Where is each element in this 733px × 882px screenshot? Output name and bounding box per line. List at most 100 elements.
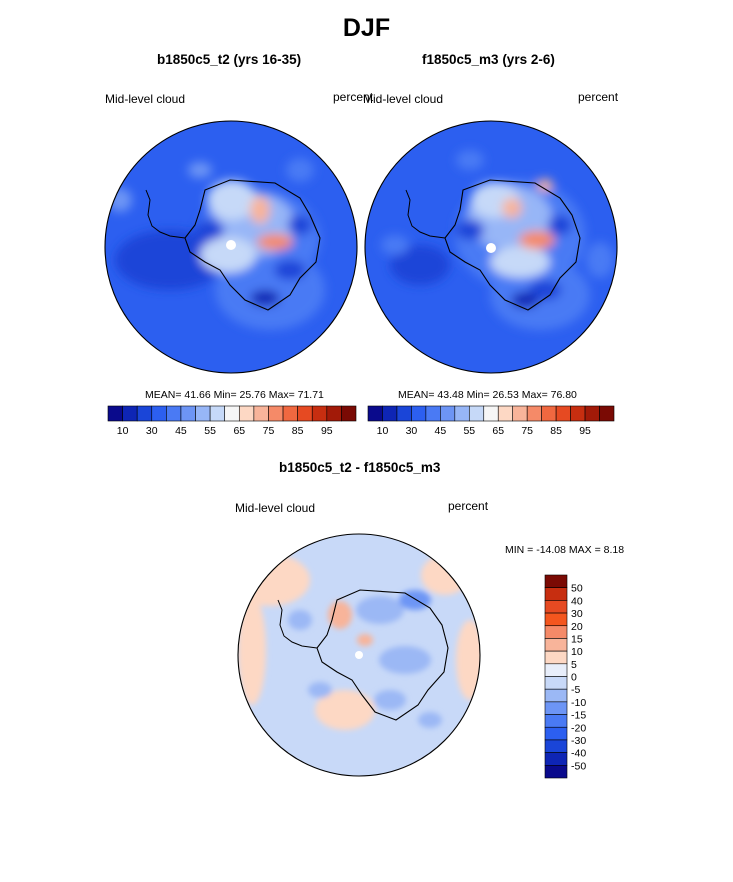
colorbar-tick-label: 20 [571,621,583,633]
colorbar-tick-label: -50 [571,760,586,772]
colorbar-tick-label: -15 [571,710,586,722]
panel-2-stats: MEAN= 43.48 Min= 26.53 Max= 76.80 [398,389,577,401]
colorbar-swatch [526,405,542,422]
colorbar-swatch [107,405,123,422]
colorbar-swatch [382,405,398,422]
colorbar-swatch [544,600,568,614]
panel-1-title: b1850c5_t2 (yrs 16-35) [157,52,302,67]
colorbar-panel-2: 10 30 45 55 65 75 85 95 [367,405,615,437]
colorbar-swatch [440,405,456,422]
map-1-outline [104,120,358,374]
colorbar-tick-label: 75 [521,425,533,437]
colorbar-tick-label: 30 [571,608,583,620]
colorbar-swatch [425,405,441,422]
colorbar-tick-label: 95 [579,425,591,437]
colorbar-tick-label: 50 [571,583,583,595]
colorbar-swatch [195,405,211,422]
colorbar-swatch [544,726,568,741]
map-panel-1 [105,121,357,373]
colorbar-swatch [367,405,383,422]
colorbar-swatch [497,405,514,422]
colorbar-swatch [468,405,485,422]
colorbar-swatch [151,405,167,422]
colorbar-swatch [544,587,568,601]
colorbar-tick-label: 45 [175,425,187,437]
colorbar-swatch [268,405,284,422]
colorbar-swatch [253,405,269,422]
colorbar-tick-label: -10 [571,697,586,709]
colorbar-swatch [311,405,328,422]
colorbar-tick-label: -30 [571,735,586,747]
colorbar-swatch [166,405,182,422]
colorbar-tick-label: 0 [571,672,577,684]
colorbar-swatch [555,405,571,422]
panel-1-variable-label: Mid-level cloud [105,92,186,106]
colorbar-swatch [282,405,298,422]
colorbar-tick-label: 30 [406,425,418,437]
colorbar-swatch [136,405,153,422]
colorbar-tick-label: 75 [263,425,275,437]
map-panel-3 [238,534,480,776]
colorbar-tick-label: 65 [492,425,504,437]
panel-2-variable-label: Mid-level cloud [363,92,444,106]
panel-2-title: f1850c5_m3 (yrs 2-6) [422,52,555,67]
colorbar-swatch [584,405,600,422]
colorbar-tick-label: 65 [233,425,245,437]
colorbar-swatch [411,405,427,422]
colorbar-tick-label: 55 [463,425,475,437]
colorbar-tick-label: 10 [571,646,583,658]
colorbar-tick-label: 30 [146,425,158,437]
colorbar-tick-label: -40 [571,748,586,760]
figure-title: DJF [342,14,391,42]
colorbar-swatch [544,752,568,766]
panel-1-stats: MEAN= 41.66 Min= 25.76 Max= 71.71 [145,389,324,401]
colorbar-tick-label: 15 [571,633,583,645]
colorbar-swatch [238,405,255,422]
panel-1-units-label: percent [333,90,374,104]
colorbar-swatch [483,405,499,422]
colorbar-tick-label: 55 [204,425,216,437]
colorbar-swatch [541,405,557,422]
colorbar-swatch [544,688,568,703]
panel-3-title: b1850c5_t2 - f1850c5_m3 [279,460,441,475]
colorbar-tick-label: 85 [550,425,562,437]
colorbar-swatch [209,405,226,422]
panel-3-units-label: percent [448,499,489,513]
colorbar-swatch [544,739,568,753]
colorbar-swatch [224,405,240,422]
colorbar-swatch [599,405,615,422]
colorbar-swatch [544,765,568,779]
colorbar-swatch [544,638,568,652]
colorbar-swatch [512,405,528,422]
colorbar-swatch [570,405,586,422]
colorbar-tick-label: 45 [435,425,447,437]
colorbar-swatch [396,405,412,422]
map-panel-2 [365,121,617,373]
colorbar-swatch [122,405,138,422]
colorbar-tick-label: -20 [571,722,586,734]
colorbar-swatch [544,701,568,715]
map-3-outline [237,533,481,777]
colorbar-swatch [544,574,568,588]
colorbar-tick-label: -5 [571,684,580,696]
colorbar-panel-1: 10 30 45 55 65 75 85 95 [107,405,357,437]
colorbar-swatch [544,714,568,728]
panel-3-stats: MIN = -14.08 MAX = 8.18 [505,544,625,556]
colorbar-swatch [297,405,313,422]
colorbar-tick-label: 5 [571,659,577,671]
panel-3-variable-label: Mid-level cloud [235,501,316,515]
panel-2-units-label: percent [578,90,619,104]
colorbar-swatch [544,612,568,627]
colorbar-swatch [326,405,342,422]
colorbar-tick-label: 10 [377,425,389,437]
colorbar-swatch [454,405,470,422]
colorbar-tick-label: 95 [321,425,333,437]
colorbar-swatch [180,405,196,422]
colorbar-swatch [544,676,568,690]
colorbar-swatch [544,663,568,677]
colorbar-swatch [544,625,568,639]
map-2-outline [364,120,618,374]
colorbar-swatch [544,650,568,665]
